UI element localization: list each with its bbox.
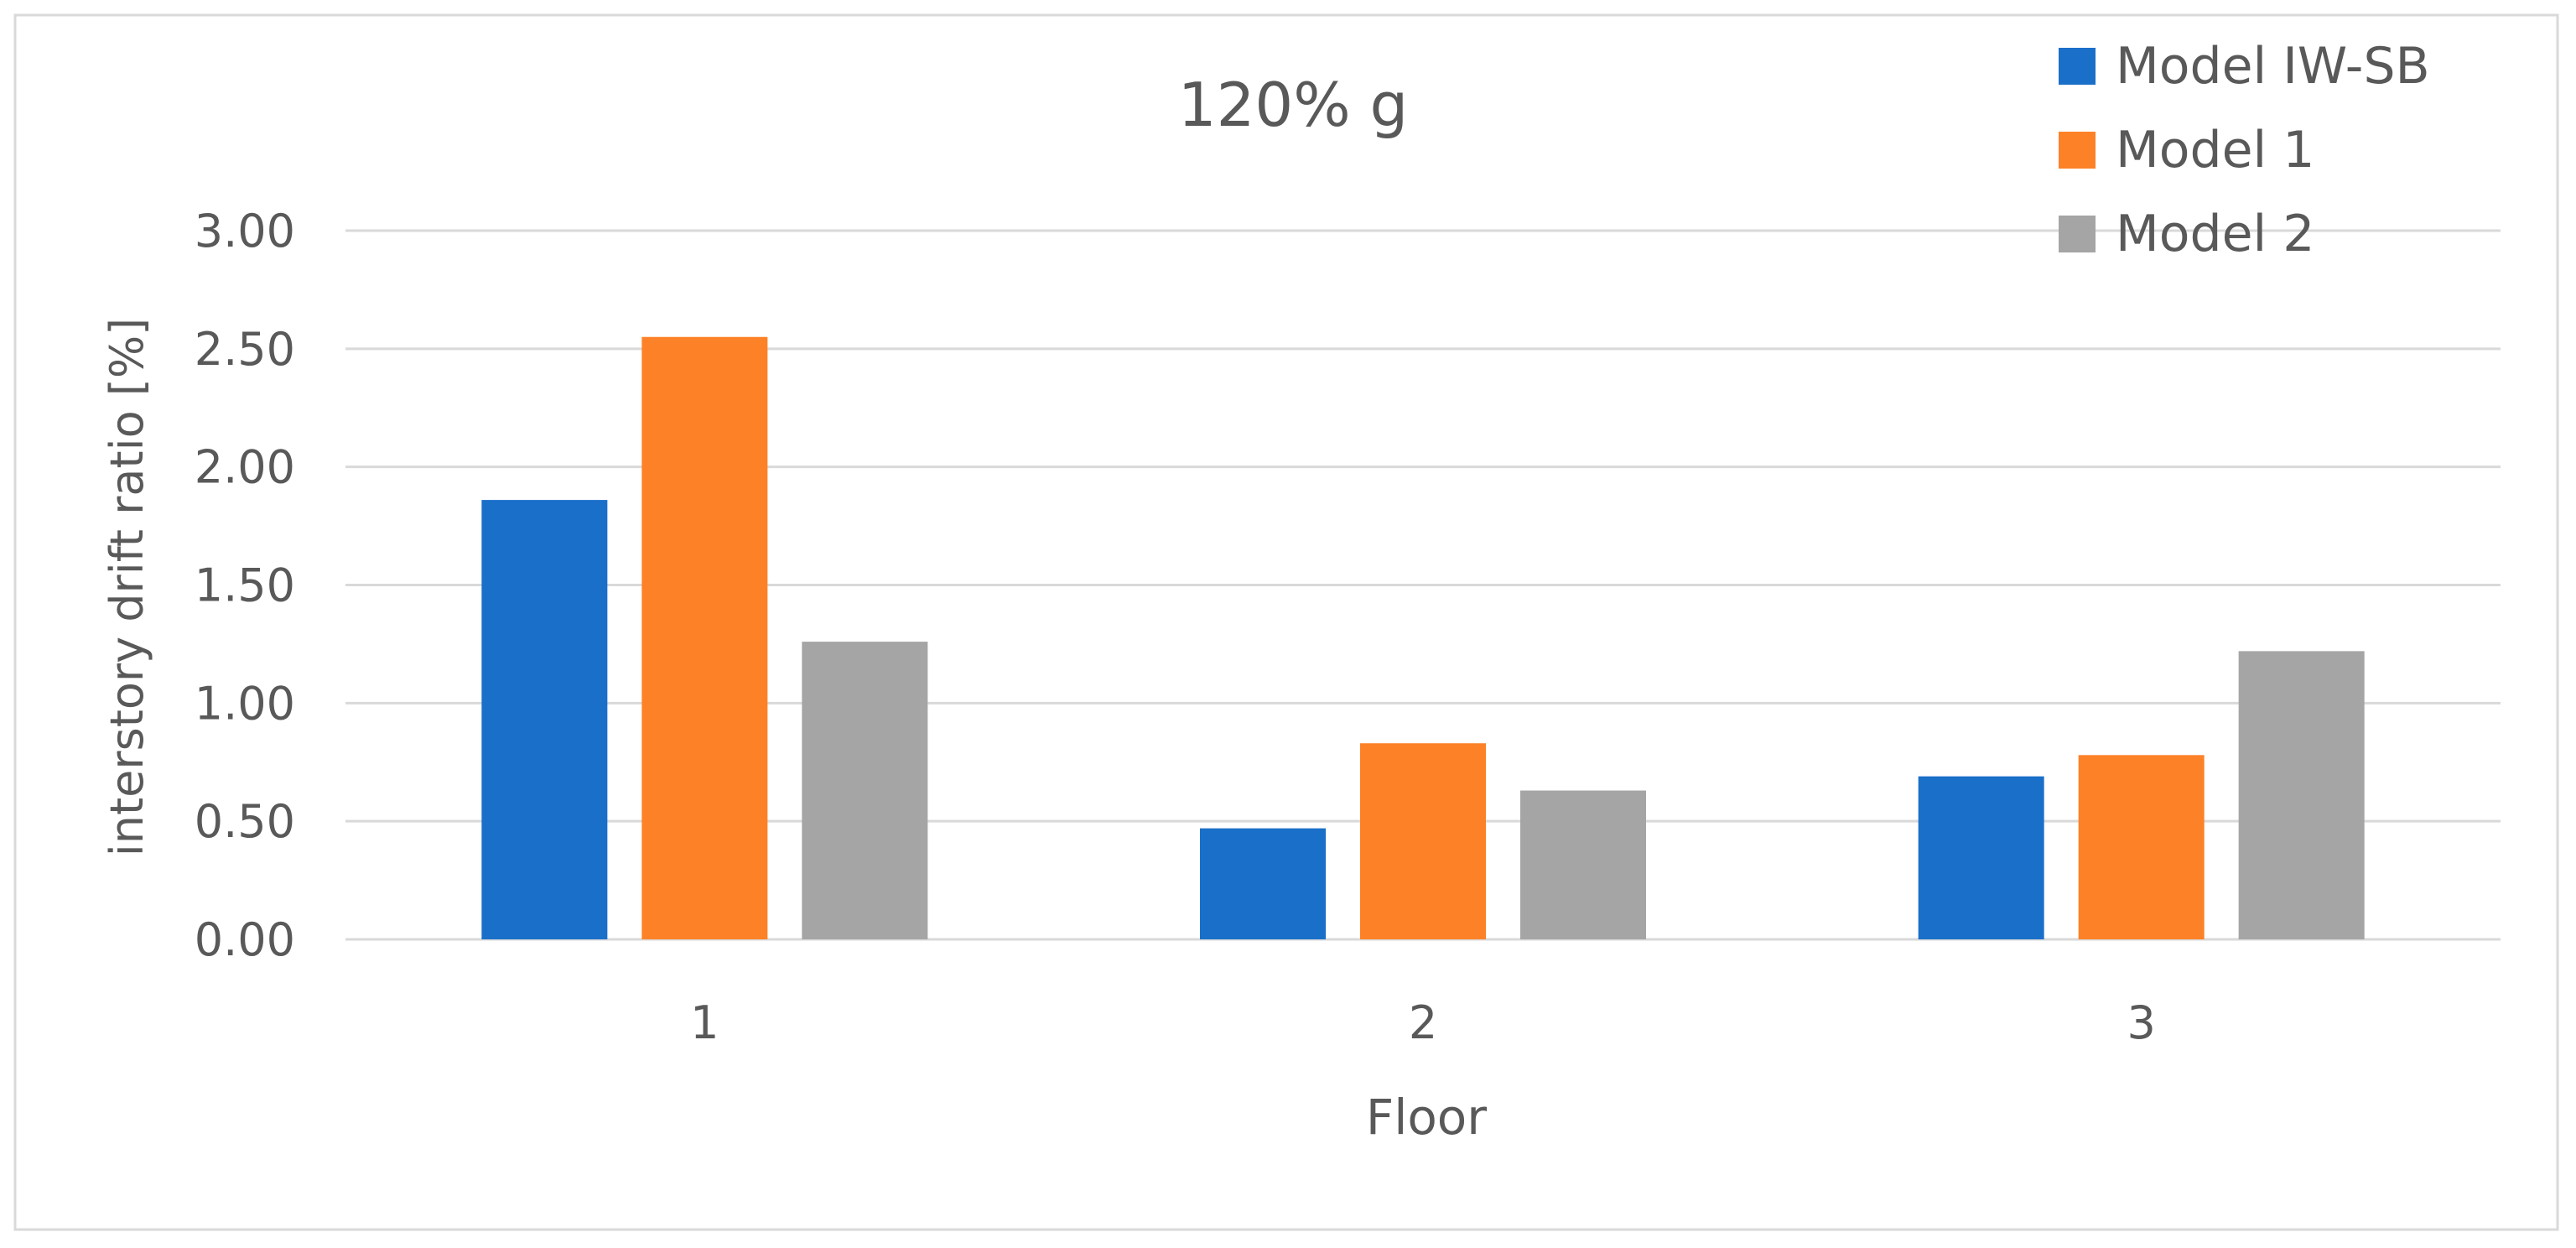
bar — [2078, 755, 2205, 939]
y-tick-label: 2.00 — [195, 441, 295, 494]
bar — [641, 336, 768, 939]
bar — [1360, 743, 1486, 939]
legend-label: Model 1 — [2116, 121, 2314, 179]
chart-title: 120% g — [1178, 70, 1408, 140]
bar — [1200, 828, 1326, 939]
y-tick-label: 1.00 — [195, 677, 295, 730]
x-tick-label: 1 — [690, 996, 719, 1049]
x-tick-label: 3 — [2127, 996, 2155, 1049]
legend-label: Model 2 — [2116, 205, 2314, 263]
y-tick-labels: 0.00 0.50 1.00 1.50 2.00 2.50 3.00 — [195, 205, 295, 966]
bar — [481, 500, 608, 939]
y-tick-label: 3.00 — [195, 205, 295, 257]
bar — [802, 642, 928, 939]
y-tick-label: 2.50 — [195, 323, 295, 376]
legend-swatch — [2059, 216, 2096, 252]
legend: Model IW-SB Model 1 Model 2 — [2059, 37, 2430, 263]
y-tick-label: 0.00 — [195, 913, 295, 966]
bar — [2238, 651, 2365, 939]
x-tick-labels: 1 2 3 — [690, 996, 2156, 1049]
x-axis-title: Floor — [1366, 1089, 1487, 1146]
bar — [1520, 790, 1646, 939]
legend-swatch — [2059, 132, 2096, 169]
legend-label: Model IW-SB — [2116, 37, 2430, 96]
chart-border — [13, 13, 2559, 1231]
bar — [1918, 776, 2044, 939]
y-axis-title: interstory drift ratio [%] — [101, 318, 153, 857]
y-tick-label: 0.50 — [195, 795, 295, 848]
bars — [481, 336, 2365, 939]
legend-swatch — [2059, 48, 2096, 85]
x-tick-label: 2 — [1409, 996, 1437, 1049]
y-tick-label: 1.50 — [195, 559, 295, 612]
